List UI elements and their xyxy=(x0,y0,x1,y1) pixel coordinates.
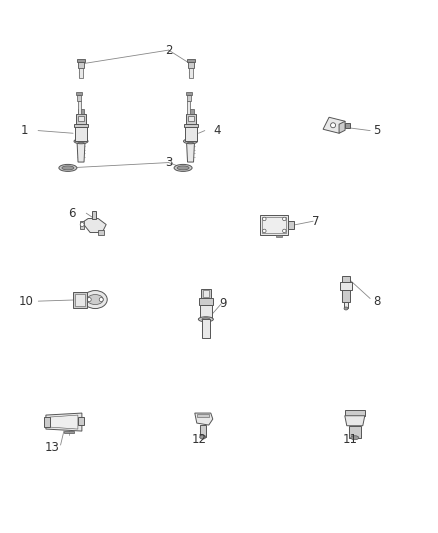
Polygon shape xyxy=(288,221,294,229)
Polygon shape xyxy=(276,235,283,237)
Text: 10: 10 xyxy=(19,295,34,308)
Polygon shape xyxy=(76,92,82,95)
Text: 2: 2 xyxy=(165,44,173,56)
Polygon shape xyxy=(345,123,350,128)
Polygon shape xyxy=(78,116,84,121)
Polygon shape xyxy=(197,414,209,417)
Ellipse shape xyxy=(59,164,77,172)
Polygon shape xyxy=(92,211,96,219)
Polygon shape xyxy=(78,109,84,114)
Polygon shape xyxy=(75,294,85,305)
Polygon shape xyxy=(199,298,213,305)
Polygon shape xyxy=(203,290,209,297)
Polygon shape xyxy=(186,114,195,124)
Ellipse shape xyxy=(174,164,192,172)
Ellipse shape xyxy=(87,295,103,304)
Polygon shape xyxy=(345,416,365,426)
Ellipse shape xyxy=(283,217,286,221)
Polygon shape xyxy=(186,92,191,95)
Ellipse shape xyxy=(262,217,266,221)
Polygon shape xyxy=(78,62,84,68)
Text: 12: 12 xyxy=(192,433,207,446)
Ellipse shape xyxy=(99,297,103,302)
Polygon shape xyxy=(200,305,212,319)
Ellipse shape xyxy=(83,290,107,309)
Polygon shape xyxy=(77,141,85,162)
Ellipse shape xyxy=(87,297,91,302)
Text: 13: 13 xyxy=(45,441,60,454)
Text: 8: 8 xyxy=(373,295,380,308)
Polygon shape xyxy=(195,413,213,425)
Polygon shape xyxy=(344,303,348,309)
Polygon shape xyxy=(77,59,85,62)
Text: 1: 1 xyxy=(20,124,28,137)
Polygon shape xyxy=(342,290,350,303)
Polygon shape xyxy=(187,101,190,114)
Polygon shape xyxy=(340,282,352,290)
Polygon shape xyxy=(82,219,106,232)
Polygon shape xyxy=(50,415,78,429)
Text: 4: 4 xyxy=(213,124,221,137)
Polygon shape xyxy=(79,68,83,78)
Polygon shape xyxy=(323,117,345,133)
Ellipse shape xyxy=(344,307,348,310)
Ellipse shape xyxy=(77,140,85,143)
Polygon shape xyxy=(98,230,104,235)
Polygon shape xyxy=(80,221,84,229)
Polygon shape xyxy=(262,217,286,233)
Ellipse shape xyxy=(351,436,359,440)
Polygon shape xyxy=(76,114,86,124)
Polygon shape xyxy=(78,417,84,425)
Text: 11: 11 xyxy=(343,433,358,446)
Polygon shape xyxy=(46,413,82,431)
Text: 3: 3 xyxy=(165,156,172,169)
Polygon shape xyxy=(349,426,361,438)
Polygon shape xyxy=(74,124,88,127)
Ellipse shape xyxy=(202,318,210,321)
Polygon shape xyxy=(342,277,350,282)
Text: 6: 6 xyxy=(68,207,76,220)
Polygon shape xyxy=(201,289,211,298)
Ellipse shape xyxy=(331,123,336,128)
Polygon shape xyxy=(184,127,197,141)
Polygon shape xyxy=(345,410,365,416)
Text: 7: 7 xyxy=(311,215,319,228)
Polygon shape xyxy=(202,319,210,338)
Polygon shape xyxy=(73,292,87,308)
Ellipse shape xyxy=(200,435,206,439)
Polygon shape xyxy=(260,215,288,235)
Polygon shape xyxy=(187,109,194,114)
Ellipse shape xyxy=(80,222,84,227)
Polygon shape xyxy=(77,95,81,101)
Ellipse shape xyxy=(283,229,286,233)
Ellipse shape xyxy=(74,139,88,144)
Polygon shape xyxy=(187,95,191,101)
Ellipse shape xyxy=(262,229,266,233)
Ellipse shape xyxy=(177,166,189,170)
Ellipse shape xyxy=(187,140,194,143)
Polygon shape xyxy=(184,124,198,127)
Polygon shape xyxy=(64,431,74,433)
Ellipse shape xyxy=(62,166,74,170)
Polygon shape xyxy=(44,417,50,427)
Polygon shape xyxy=(78,101,81,114)
Polygon shape xyxy=(187,59,194,62)
Polygon shape xyxy=(339,121,345,133)
Polygon shape xyxy=(187,62,194,68)
Polygon shape xyxy=(187,141,194,162)
Polygon shape xyxy=(75,127,87,141)
Ellipse shape xyxy=(184,139,198,144)
Text: 9: 9 xyxy=(219,297,227,310)
Polygon shape xyxy=(200,425,206,437)
Polygon shape xyxy=(187,116,194,121)
Text: 5: 5 xyxy=(373,124,380,137)
Polygon shape xyxy=(188,68,193,78)
Ellipse shape xyxy=(198,317,213,322)
